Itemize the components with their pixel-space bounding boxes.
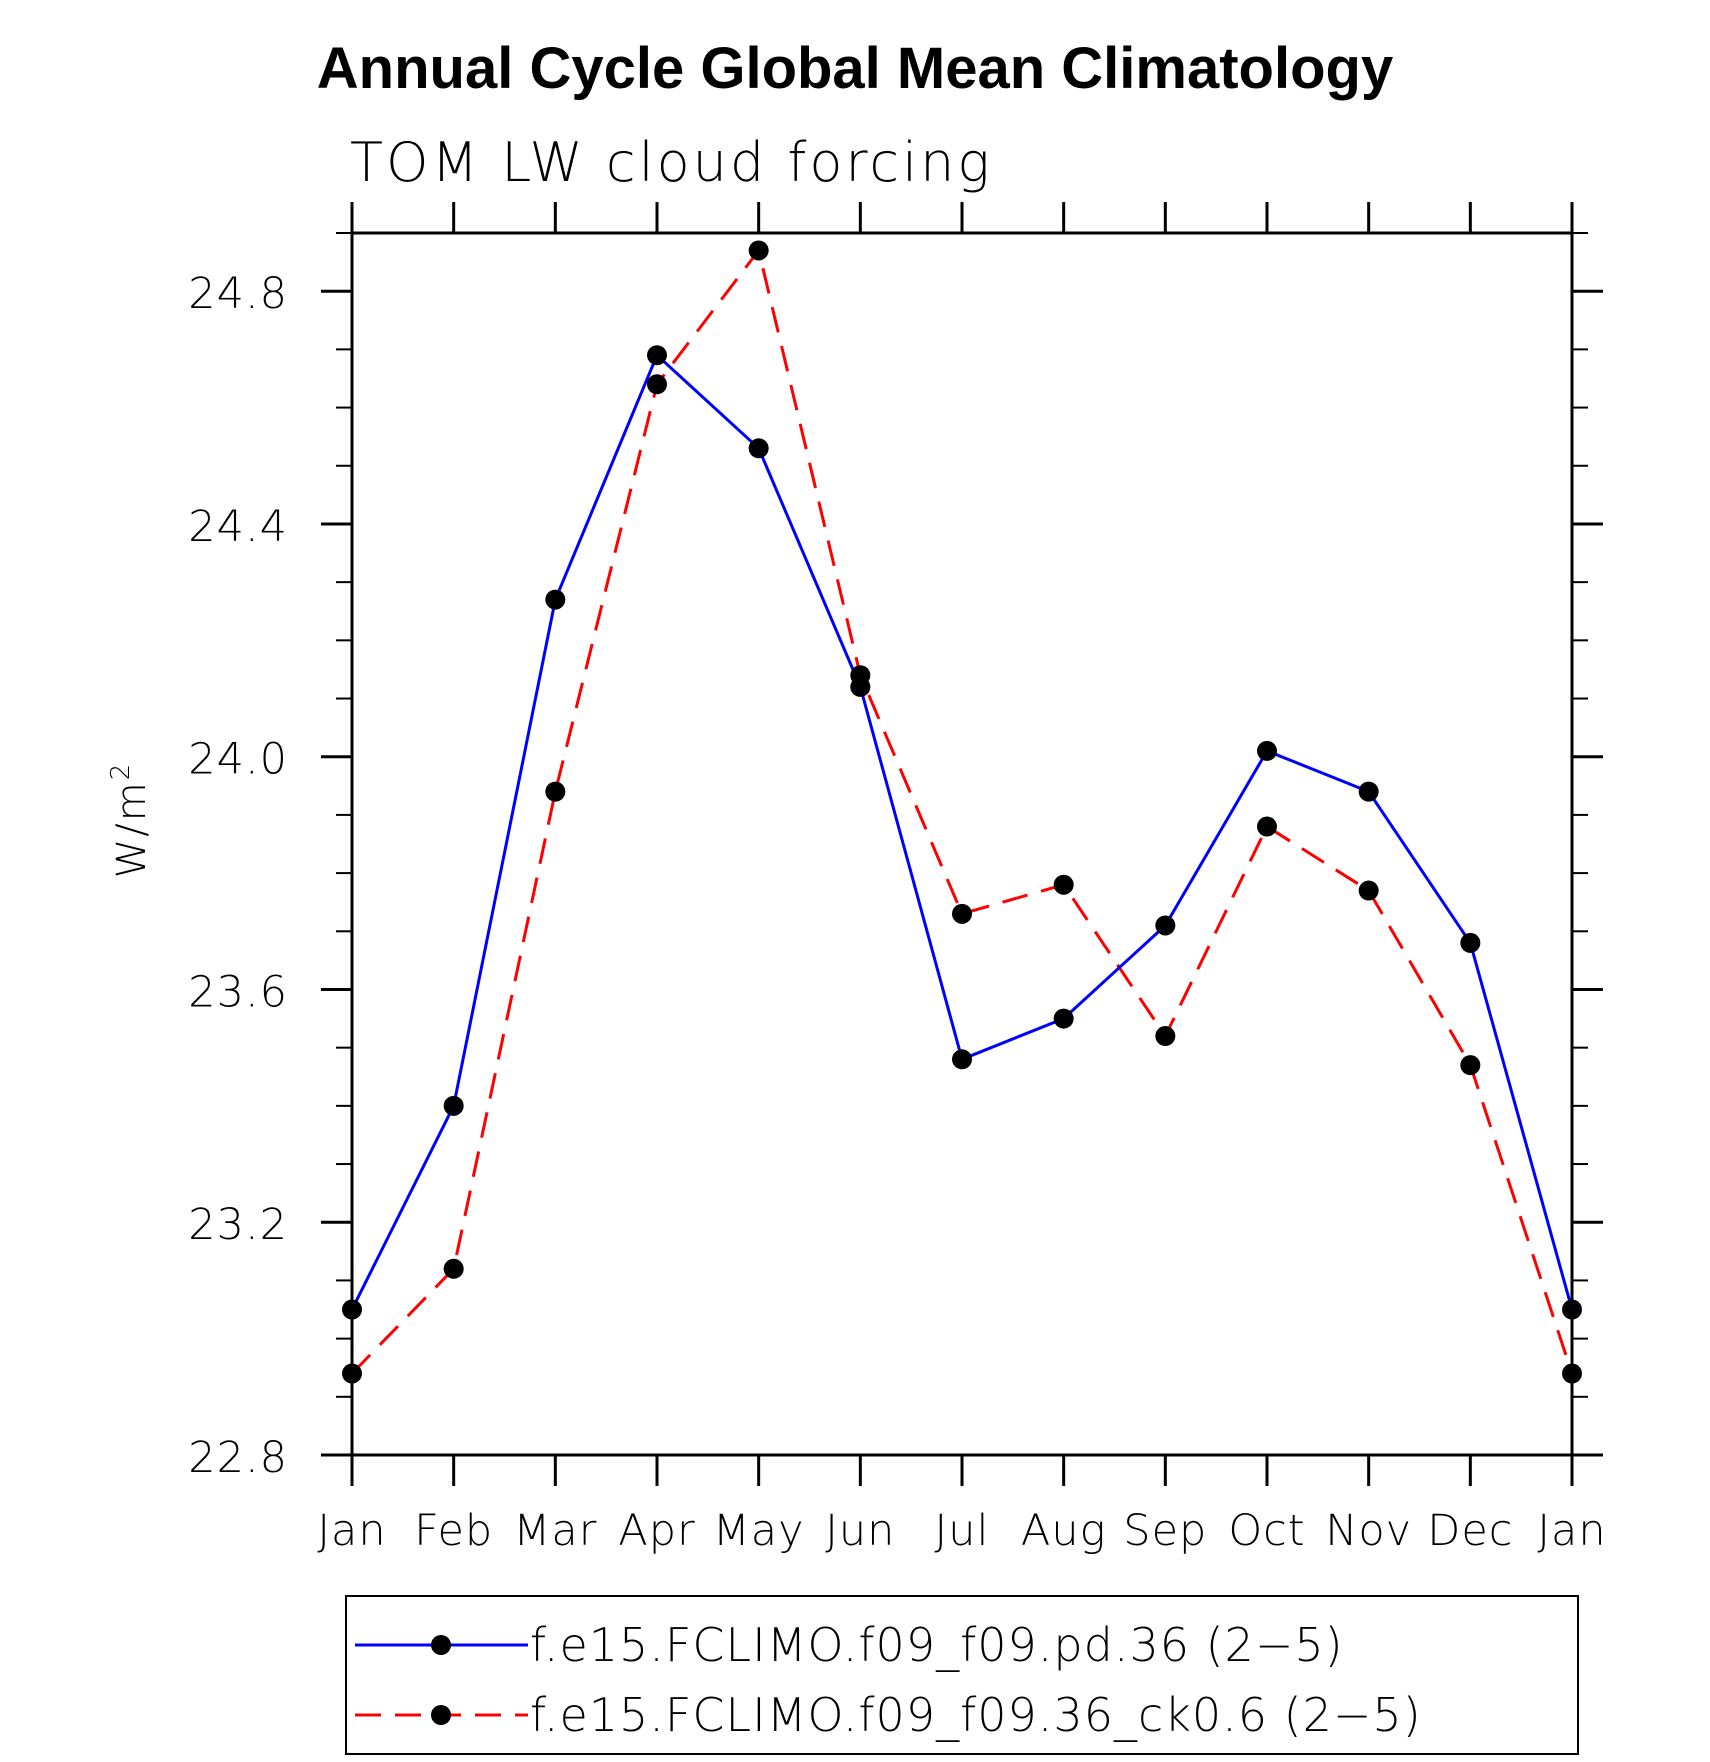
data-point (647, 345, 667, 366)
data-point (1358, 781, 1379, 802)
data-point (850, 676, 871, 697)
data-point (1053, 1008, 1074, 1029)
y-tick-label: 22.8 (188, 1433, 288, 1483)
chart-title: Annual Cycle Global Mean Climatology (317, 36, 1393, 101)
data-point (545, 589, 566, 610)
legend-label: f.e15.FCLIMO.f09_f09.pd.36 (2−5) (530, 1618, 1344, 1672)
data-point (1358, 880, 1379, 901)
series-1-markers (342, 345, 1582, 1320)
data-point (342, 1363, 362, 1384)
y-tick-label: 23.2 (188, 1200, 288, 1250)
data-point (1562, 1363, 1582, 1384)
x-tick-label: Feb (414, 1506, 493, 1556)
x-tick-label: Jun (825, 1506, 895, 1556)
legend-label: f.e15.FCLIMO.f09_f09.36_ck0.6 (2−5) (530, 1688, 1422, 1742)
data-point (443, 1258, 464, 1279)
data-point (443, 1095, 464, 1116)
data-point (545, 781, 566, 802)
data-point (952, 1049, 972, 1070)
x-tick-label: Apr (618, 1506, 695, 1556)
data-point (748, 240, 769, 261)
series-2-markers (342, 240, 1582, 1384)
x-tick-label: Oct (1228, 1506, 1305, 1556)
data-point (1257, 740, 1277, 761)
data-point (748, 438, 769, 459)
y-tick-label: 24.4 (188, 502, 288, 552)
data-point (1155, 1026, 1176, 1047)
x-tick-label: Sep (1123, 1506, 1207, 1556)
y-tick-label: 24.0 (188, 735, 288, 785)
chart-subtitle: TOM LW cloud forcing (350, 131, 993, 194)
x-tick-label: Aug (1021, 1506, 1106, 1556)
data-point (647, 374, 667, 395)
y-axis-label: W/m2 (106, 762, 155, 879)
legend: f.e15.FCLIMO.f09_f09.pd.36 (2−5) f.e15.FC… (345, 1595, 1579, 1755)
legend-swatch-marker (431, 1705, 451, 1725)
x-tick-label: Jul (935, 1506, 990, 1556)
series-line (350, 353, 1574, 1311)
x-tick-label: Jan (317, 1506, 386, 1556)
data-point (1460, 932, 1481, 953)
data-point (1053, 874, 1074, 895)
axes: Jan Feb Mar Apr May Jun Jul Aug Sep Oct Nov Dec Jan 2… (188, 202, 1606, 1556)
data-point (1155, 915, 1176, 936)
x-tick-label: May (713, 1506, 805, 1556)
y-axis-label-base: W/m (109, 780, 155, 878)
x-tick-label: Jan (1537, 1506, 1606, 1556)
data-point (1460, 1055, 1481, 1076)
series-layer (342, 240, 1582, 1384)
series-2 (350, 248, 1574, 1375)
legend-swatch-marker (431, 1635, 451, 1655)
plot-frame (350, 231, 1574, 1457)
data-point (342, 1299, 362, 1320)
x-tick-label: Dec (1427, 1506, 1513, 1556)
data-point (1562, 1299, 1582, 1320)
data-point (952, 903, 972, 924)
y-tick-label: 24.8 (188, 269, 288, 319)
x-tick-label: Nov (1325, 1506, 1412, 1556)
series-1 (350, 353, 1574, 1311)
legend-box (345, 1595, 1579, 1755)
x-tick-label: Mar (513, 1506, 597, 1556)
y-tick-label: 23.6 (188, 967, 288, 1017)
series-line (350, 248, 1574, 1375)
y-axis-label-superscript: 2 (106, 762, 136, 781)
data-point (1257, 816, 1277, 837)
